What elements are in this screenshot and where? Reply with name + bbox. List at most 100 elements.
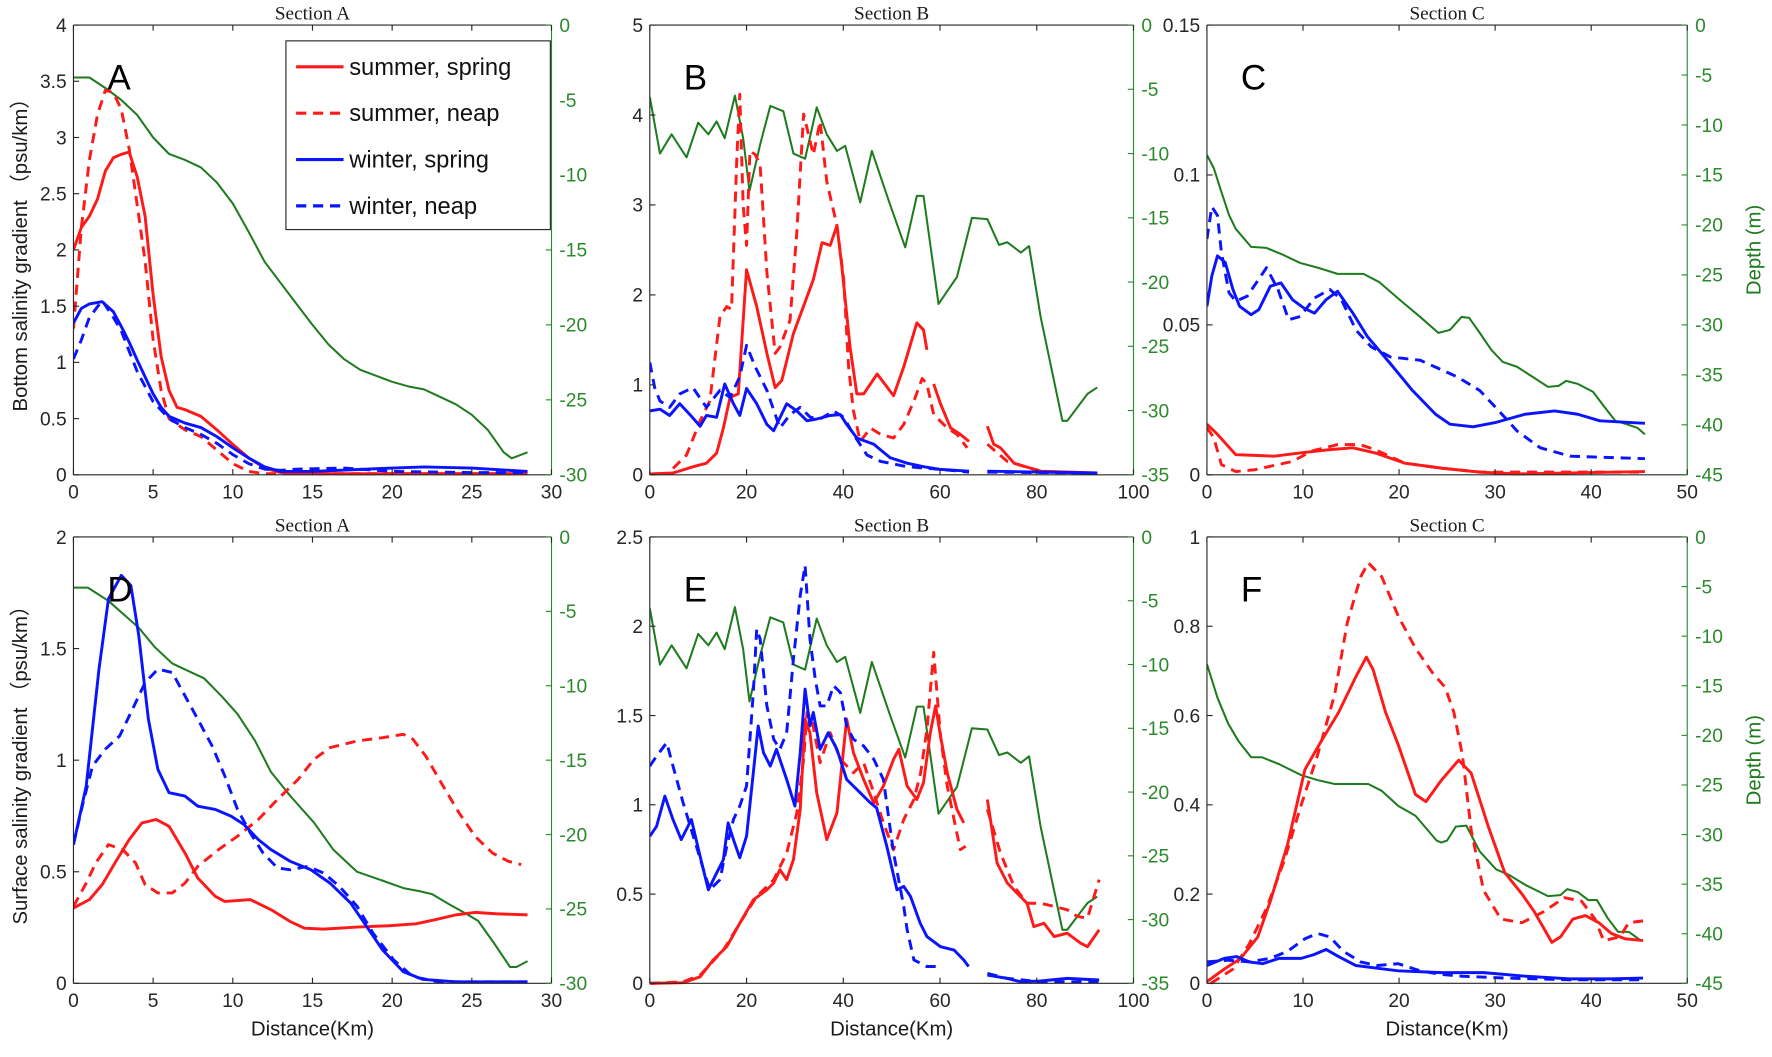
series-line-winter-spring: [73, 573, 528, 984]
y2-tick-label: -40: [1695, 925, 1723, 946]
plot-area: [1206, 536, 1688, 984]
depth-line: [649, 94, 1098, 422]
series-line-summer-neap: [649, 650, 1101, 985]
x-axis-label: Distance(Km): [251, 1018, 374, 1040]
series-group: [1206, 154, 1646, 476]
y2-tick-label: -15: [1141, 209, 1169, 230]
x-tick-label: 50: [1677, 483, 1698, 504]
y2-tick-label: -25: [559, 391, 587, 412]
panel-letter: C: [1241, 58, 1266, 97]
y2-tick-label: -45: [1695, 466, 1723, 487]
y2-tick-label: -35: [1695, 366, 1723, 387]
y2-tick-label: -15: [1695, 677, 1723, 698]
panel-title: Section A: [275, 515, 350, 536]
y-axis-label: Surface salinity gradient （psu/km）: [9, 596, 32, 925]
panel-letter: B: [684, 58, 707, 97]
y2-tick-label: -35: [1141, 466, 1169, 487]
y-tick-label: 2.5: [40, 184, 67, 205]
series-group: [649, 92, 1098, 476]
x-tick-label: 30: [1484, 991, 1505, 1012]
series-line-winter-neap: [649, 343, 1098, 475]
y-tick-label: 0.5: [40, 863, 67, 884]
panel-b: 0 20 40 60 80 100 0 1 2 3 4 5 -35 -30 -25 -20 -15 -10 -5 0 S…: [632, 3, 1169, 503]
y2-tick-label: -15: [559, 241, 587, 262]
y2-tick-label: -30: [1141, 910, 1169, 931]
y-tick-label: 0.6: [1173, 706, 1200, 727]
y-tick-label: 0.1: [1173, 166, 1200, 187]
x-tick-label: 10: [222, 991, 243, 1012]
x-tick-label: 0: [644, 483, 655, 504]
panel-title: Section C: [1409, 3, 1484, 24]
x-tick-label: 25: [461, 483, 482, 504]
x-tick-label: 0: [644, 991, 655, 1012]
y-tick-label: 1: [1189, 528, 1200, 549]
y2-tick-label: -10: [559, 166, 587, 187]
x-tick-label: 15: [302, 483, 323, 504]
y2-tick-label: -30: [1141, 401, 1169, 422]
depth-line: [649, 606, 1098, 931]
x-tick-label: 40: [1580, 483, 1601, 504]
x-tick-label: 10: [1292, 483, 1313, 504]
y2-tick-label: -25: [1695, 266, 1723, 287]
x-tick-label: 5: [148, 483, 159, 504]
plot-area: [649, 25, 1134, 475]
series-group: [649, 563, 1101, 985]
panel-letter: E: [684, 570, 707, 609]
series-line-summer-spring: [73, 818, 528, 931]
y-tick-label: 1: [56, 353, 67, 374]
series-line-winter-neap: [73, 667, 528, 984]
legend-label: summer, spring: [349, 55, 511, 81]
x-tick-label: 0: [1202, 483, 1213, 504]
y2-tick-label: -30: [559, 974, 587, 995]
series-line-summer-spring: [649, 704, 1101, 985]
x-tick-label: 20: [1388, 483, 1409, 504]
y-tick-label: 4: [56, 16, 67, 37]
y-tick-label: 0: [632, 974, 643, 995]
panel-a: 0 5 10 15 20 25 30 0 0.5 1 1.5 2 2.5 3 3.5 4 -30 -25 -20 -1…: [9, 3, 587, 503]
x-tick-label: 5: [148, 991, 159, 1012]
panel-title: Section A: [275, 3, 350, 24]
y-tick-label: 0.4: [1173, 796, 1200, 817]
y2-tick-label: -30: [1695, 825, 1723, 846]
plot-area: [73, 536, 552, 984]
y2-tick-label: 0: [1695, 528, 1706, 549]
x-tick-label: 0: [68, 483, 79, 504]
series-group: [73, 76, 528, 476]
legend-label: winter, spring: [348, 147, 489, 173]
x-tick-label: 0: [68, 991, 79, 1012]
y-tick-label: 0.2: [1173, 885, 1200, 906]
x-tick-label: 20: [736, 991, 757, 1012]
panel-d: 0 5 10 15 20 25 30 0 0.5 1 1.5 2 -30 -25 -20 -15 -10 -5 0 S…: [9, 515, 587, 1040]
y-tick-label: 2: [632, 286, 643, 307]
x-tick-label: 10: [1292, 991, 1313, 1012]
panel-title: Section B: [854, 3, 929, 24]
panel-letter: A: [107, 58, 131, 97]
y2-tick-label: -10: [1695, 116, 1723, 137]
x-tick-label: 25: [461, 991, 482, 1012]
x-tick-label: 80: [1026, 483, 1047, 504]
y2-tick-label: -5: [1695, 66, 1712, 87]
x-tick-label: 60: [929, 483, 950, 504]
x-tick-label: 60: [929, 991, 950, 1012]
y2-tick-label: -10: [1141, 655, 1169, 676]
x-axis-label: Distance(Km): [1386, 1018, 1509, 1040]
y2-axis-label: Depth (m): [1744, 715, 1766, 805]
y2-tick-label: 0: [559, 528, 570, 549]
x-tick-label: 100: [1117, 991, 1149, 1012]
series-group: [73, 573, 529, 984]
depth-line: [73, 76, 528, 460]
panel-letter: D: [107, 570, 132, 609]
series-line-summer-neap: [73, 88, 528, 476]
y-tick-label: 5: [632, 16, 643, 37]
y2-tick-label: 0: [1695, 16, 1706, 37]
y2-tick-label: -5: [559, 91, 576, 112]
x-tick-label: 50: [1677, 991, 1698, 1012]
series-line-winter-spring: [1206, 254, 1646, 429]
x-tick-label: 40: [833, 991, 854, 1012]
y-tick-label: 0.15: [1163, 16, 1200, 37]
legend: summer, spring summer, neap winter, spring…: [285, 40, 551, 231]
y-tick-label: 3: [632, 196, 643, 217]
series-line-winter-neap: [649, 563, 1100, 984]
y2-tick-label: -45: [1695, 974, 1723, 995]
series-line-summer-neap: [1206, 426, 1645, 474]
